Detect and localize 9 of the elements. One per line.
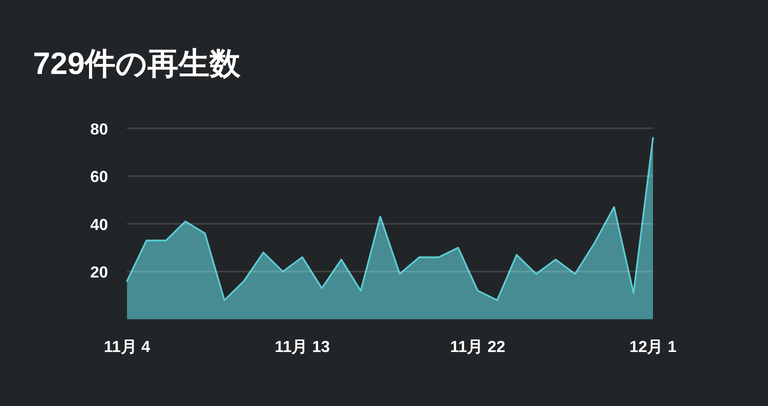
x-tick-label: 11月 22 bbox=[450, 339, 506, 356]
title: 729件の再生数 bbox=[33, 46, 241, 81]
x-tick-label: 11月 4 bbox=[104, 339, 150, 356]
y-tick-label: 40 bbox=[90, 216, 108, 234]
x-tick-label: 11月 13 bbox=[274, 339, 330, 356]
y-tick-label: 60 bbox=[90, 169, 108, 186]
x-tick-label: 12月 1 bbox=[629, 339, 677, 356]
y-tick-label: 20 bbox=[90, 264, 108, 282]
y-tick-label: 80 bbox=[90, 121, 108, 138]
